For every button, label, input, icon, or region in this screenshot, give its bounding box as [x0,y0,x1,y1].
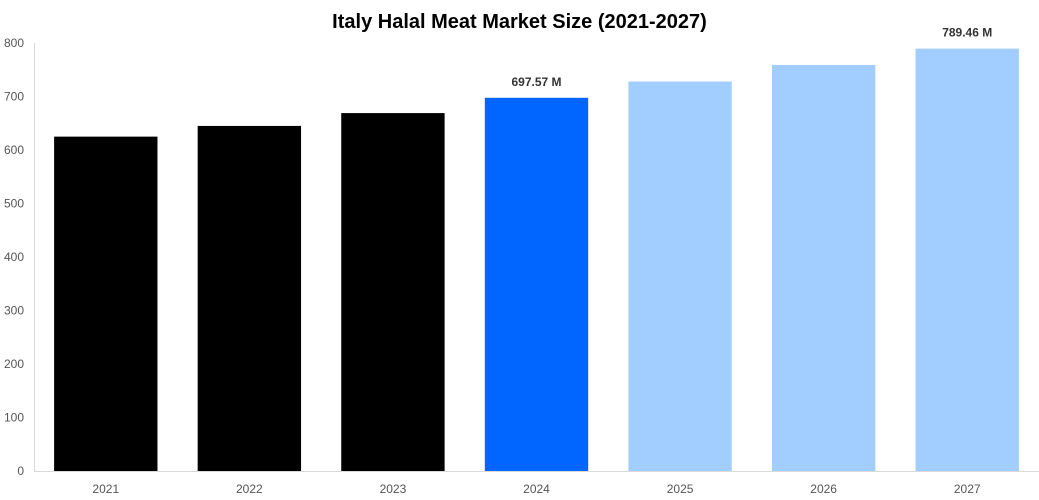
x-tick-label-2026: 2026 [810,482,837,496]
y-tick-label-400: 400 [4,250,24,264]
y-tick-label-0: 0 [17,464,24,478]
x-tick-label-2025: 2025 [667,482,694,496]
y-tick-label-300: 300 [4,304,24,318]
x-tick-label-2023: 2023 [380,482,407,496]
y-tick-label-800: 800 [4,36,24,50]
x-tick-label-2021: 2021 [92,482,119,496]
bar-2022 [197,125,302,472]
bar-2023 [341,113,445,472]
y-tick-label-200: 200 [4,357,24,371]
x-tick-label-2027: 2027 [954,482,981,496]
bar-2026 [771,64,876,471]
y-tick-label-100: 100 [4,411,24,425]
y-tick-label-700: 700 [4,90,24,104]
bar-2027 [915,48,1019,471]
y-axis-ticks: 0 100 200 300 400 500 600 700 800 [4,36,24,478]
data-label-2027: 789.46 M [942,26,992,40]
x-tick-label-2022: 2022 [236,482,263,496]
chart-title: Italy Halal Meat Market Size (2021-2027) [332,11,707,33]
y-tick-label-500: 500 [4,197,24,211]
data-label-2024: 697.57 M [511,75,561,89]
bar-2025 [628,81,732,472]
bars-group [54,48,1019,472]
data-labels-group: 697.57 M 789.46 M [511,26,992,89]
y-tick-label-600: 600 [4,143,24,157]
bar-2021 [54,136,158,471]
x-axis-ticks: 2021 2022 2023 2024 2025 2026 2027 [92,482,980,496]
x-tick-label-2024: 2024 [523,482,550,496]
bar-2024 [484,97,589,471]
